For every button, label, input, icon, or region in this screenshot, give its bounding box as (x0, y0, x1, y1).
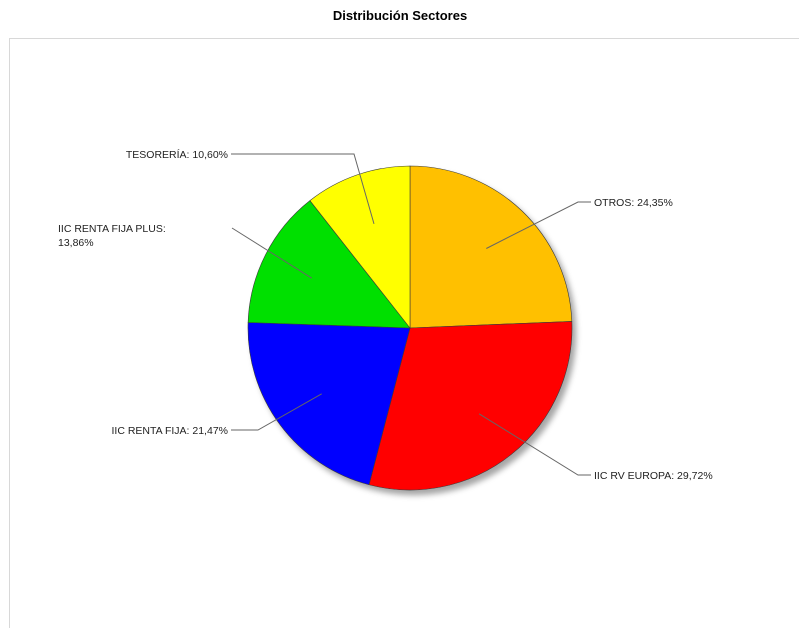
pie-slice (368, 321, 573, 491)
leader-line (486, 201, 591, 249)
slice-label: TESORERÍA: 10,60% (126, 148, 228, 161)
slice-label: IIC RENTA FIJA: 21,47% (111, 425, 228, 437)
pie-slice (309, 165, 411, 329)
pie-chart: OTROS: 24,35% IIC RV EUROPA: 29,72% IIC RE… (58, 148, 713, 491)
leader-line (231, 227, 313, 279)
slice-label: IIC RV EUROPA: 29,72% (594, 470, 713, 482)
chart-title: Distribución Sectores (332, 8, 468, 23)
slice-label: IIC RENTA FIJA PLUS: 13,86% (58, 223, 166, 249)
leader-line (478, 413, 591, 476)
leader-line (231, 393, 322, 431)
leader-line (231, 153, 375, 225)
pie-slice (247, 322, 411, 486)
slice-label: OTROS: 24,35% (594, 197, 673, 209)
pie-slice (247, 200, 411, 329)
pie-slice (409, 165, 573, 329)
